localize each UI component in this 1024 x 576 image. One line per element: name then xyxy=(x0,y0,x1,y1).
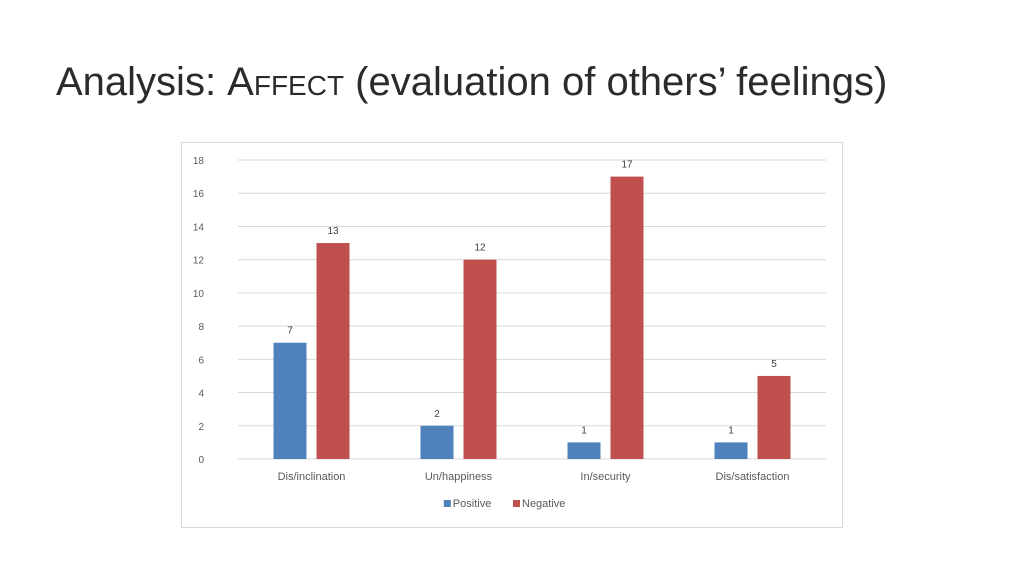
y-tick-label: 16 xyxy=(193,189,205,200)
data-labels: 7 13 2 12 1 17 1 5 xyxy=(287,160,777,437)
bar-negative-0 xyxy=(316,243,350,459)
chart-frame: 0 2 4 6 8 10 12 14 16 18 7 13 2 12 1 17 1 5 Dis/inclinat… xyxy=(181,142,843,528)
slide-title: Analysis: Affect (evaluation of others’ … xyxy=(56,58,887,106)
slide-title-caps: Affect xyxy=(227,60,345,104)
y-tick-label: 12 xyxy=(193,256,205,267)
y-tick-label: 8 xyxy=(198,322,204,333)
x-axis-ticks: Dis/inclination Un/happiness In/security Di… xyxy=(278,471,790,483)
legend-swatch-positive xyxy=(443,500,451,507)
bar-positive-3 xyxy=(714,442,748,459)
x-tick-label: In/security xyxy=(580,471,631,483)
bar-negative-2 xyxy=(610,176,644,459)
bar-negative-3 xyxy=(757,375,791,459)
y-tick-label: 2 xyxy=(198,422,204,433)
bar-positive-1 xyxy=(420,425,454,459)
y-tick-label: 18 xyxy=(193,156,205,167)
data-label: 12 xyxy=(474,243,486,254)
y-tick-label: 6 xyxy=(198,355,204,366)
slide-title-suffix: (evaluation of others’ feelings) xyxy=(344,60,888,104)
slide-title-prefix: Analysis: xyxy=(56,60,228,104)
data-label: 7 xyxy=(287,326,293,337)
x-tick-label: Un/happiness xyxy=(425,471,493,483)
data-label: 17 xyxy=(621,160,633,171)
y-tick-label: 10 xyxy=(193,289,205,300)
legend-label-negative: Negative xyxy=(522,498,565,510)
data-label: 1 xyxy=(581,425,587,436)
data-label: 5 xyxy=(771,359,777,370)
bars xyxy=(273,176,791,459)
data-label: 13 xyxy=(327,226,339,237)
bar-positive-0 xyxy=(273,342,307,459)
y-axis-ticks: 0 2 4 6 8 10 12 14 16 18 xyxy=(193,156,205,466)
bar-positive-2 xyxy=(567,442,601,459)
data-label: 1 xyxy=(728,425,734,436)
x-tick-label: Dis/satisfaction xyxy=(716,471,790,483)
bar-negative-1 xyxy=(463,259,497,459)
chart-legend: Positive Negative xyxy=(443,498,565,510)
bar-chart: 0 2 4 6 8 10 12 14 16 18 7 13 2 12 1 17 1 5 Dis/inclinat… xyxy=(193,156,826,510)
data-label: 2 xyxy=(434,409,440,420)
y-tick-label: 14 xyxy=(193,222,205,233)
y-tick-label: 4 xyxy=(198,389,204,400)
x-tick-label: Dis/inclination xyxy=(278,471,346,483)
y-tick-label: 0 xyxy=(198,455,204,466)
legend-swatch-negative xyxy=(513,500,520,507)
legend-label-positive: Positive xyxy=(453,498,492,510)
